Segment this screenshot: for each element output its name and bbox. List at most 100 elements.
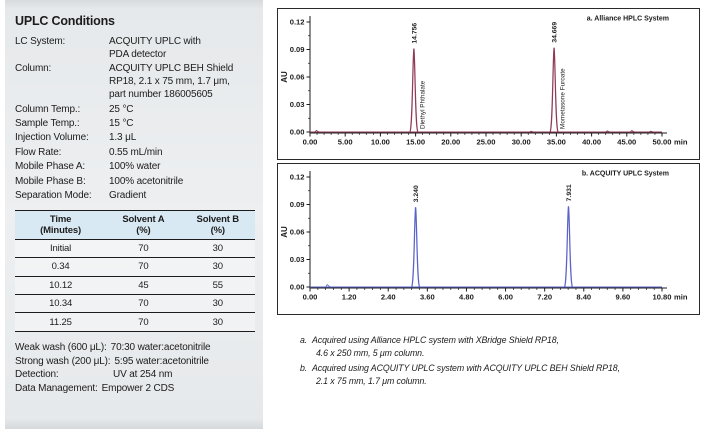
peak — [549, 47, 559, 133]
gradient-table-cell: 70 — [106, 312, 181, 332]
baseline-noise — [529, 130, 535, 133]
condition-row: Sample Temp.: 15 °C — [15, 118, 255, 131]
gradient-table-cell: Initial — [15, 239, 107, 259]
x-tick-label: 9.60 — [615, 293, 630, 302]
header-line2: (%) — [210, 225, 225, 237]
baseline-noise — [605, 130, 611, 133]
x-tick-label: 15.00 — [406, 138, 425, 147]
header-line2: (%) — [136, 225, 151, 237]
x-tick-label: 5.00 — [338, 138, 353, 147]
y-tick-label: 0.09 — [290, 45, 305, 54]
chromatogram-b-box: 0.00 0.03 0.06 0.09 0.12 0.00 1.20 2.40 3.60 4.80… — [277, 163, 700, 315]
baseline-noise — [325, 283, 331, 288]
condition-label: Sample Temp.: — [15, 117, 80, 129]
x-tick-label: 45.00 — [617, 138, 636, 147]
x-tick-label: 4.80 — [459, 293, 474, 302]
conditions-footer: Weak wash (600 μL): 70:30 water:acetonitr… — [15, 341, 255, 396]
gradient-table-cell: 10.12 — [15, 276, 107, 296]
gradient-table-row: 10.12 45 55 — [15, 276, 255, 296]
conditions-list: LC System: ACQUITY UPLC with PDA detector… — [15, 36, 255, 203]
chromatogram-a-plot: 0.00 0.03 0.06 0.09 0.12 0.00 5.00 10.00 15.00 20… — [280, 16, 688, 147]
caption-line1: Acquired using ACQUITY UPLC system with … — [312, 363, 620, 373]
chart-title: b. ACQUITY UPLC System — [582, 171, 669, 178]
caption-marker: b. — [300, 363, 308, 373]
x-tick-label: 30.00 — [512, 138, 531, 147]
peak — [563, 206, 574, 288]
footer-row: Weak wash (600 μL): 70:30 water:acetonitr… — [15, 341, 255, 355]
condition-value: 100% water — [109, 161, 161, 173]
chromatogram-b-plot: 0.00 0.03 0.06 0.09 0.12 0.00 1.20 2.40 3.60 4.80… — [280, 171, 688, 302]
gradient-table-header-cell: Time (Minutes) — [15, 209, 107, 240]
x-tick-label: 40.00 — [582, 138, 601, 147]
y-tick-label: 0.06 — [290, 73, 305, 82]
x-tick-label: 7.20 — [537, 293, 552, 302]
caption-line1: Acquired using Alliance HPLC system with… — [312, 335, 559, 345]
footer-label: Strong wash (200 μL): — [15, 355, 111, 367]
y-tick-label: 0.03 — [290, 255, 305, 264]
condition-label: Flow Rate: — [15, 146, 62, 158]
x-tick-label: 25.00 — [476, 138, 495, 147]
x-tick-label: 6.00 — [498, 293, 513, 302]
condition-row: Injection Volume: 1.3 μL — [15, 132, 255, 145]
gradient-table-cell: 10.34 — [15, 294, 107, 314]
x-tick-label: 0.00 — [303, 138, 318, 147]
condition-row: Mobile Phase A: 100% water — [15, 161, 255, 174]
condition-value: 100% acetonitrile — [109, 175, 184, 187]
x-tick-label: 10.00 — [371, 138, 390, 147]
y-tick-label: 0.06 — [290, 228, 305, 237]
x-tick-label: 3.60 — [420, 293, 435, 302]
chromatograms: 0.00 0.03 0.06 0.09 0.12 0.00 5.00 10.00 15.00 20… — [277, 8, 700, 390]
gradient-table-cell: 45 — [106, 276, 181, 296]
gradient-table-cell: 70 — [106, 294, 181, 314]
gradient-table-cell: 30 — [180, 294, 255, 314]
footer-label: Data Management: — [15, 383, 98, 395]
condition-row: Separation Mode: Gradient — [15, 190, 255, 203]
condition-label: Injection Volume: — [15, 132, 89, 144]
y-axis-label: AU — [280, 71, 289, 83]
gradient-table-cell: 0.34 — [15, 257, 107, 277]
figure-caption: b. Acquired using ACQUITY UPLC system wit… — [300, 362, 692, 387]
figure-captions: a. Acquired using Alliance HPLC system wi… — [300, 334, 692, 387]
gradient-table-cell: 11.25 — [15, 312, 107, 332]
condition-label: Separation Mode: — [15, 189, 92, 201]
condition-value: 15 °C — [109, 117, 134, 129]
panel-title: UPLC Conditions — [15, 14, 115, 28]
gradient-table-row: Initial 70 30 — [15, 239, 255, 259]
gradient-table-cell: 70 — [106, 239, 181, 259]
condition-value: 1.3 μL — [109, 132, 137, 144]
baseline-noise — [314, 129, 320, 133]
y-axis-label: AU — [280, 226, 289, 238]
condition-label: Mobile Phase B: — [15, 175, 86, 187]
x-tick-label: 50.00 — [652, 138, 671, 147]
y-tick-label: 0.00 — [290, 128, 305, 137]
chart-title: a. Alliance HPLC System — [587, 16, 669, 23]
footer-label: Detection: — [15, 369, 59, 381]
condition-value: ACQUITY UPLC with PDA detector — [109, 36, 201, 60]
condition-label: Column: — [15, 63, 52, 75]
x-tick-label: 1.20 — [342, 293, 357, 302]
gradient-table-cell: 55 — [180, 276, 255, 296]
peak-retention-time: 7.931 — [566, 184, 573, 201]
footer-value: UV at 254 nm — [113, 369, 173, 381]
peak — [411, 207, 421, 288]
condition-value: ACQUITY UPLC BEH Shield RP18, 2.1 x 75 m… — [109, 63, 234, 101]
x-tick-label: 8.40 — [576, 293, 591, 302]
x-tick-label: 2.40 — [381, 293, 396, 302]
baseline-noise — [629, 130, 635, 133]
caption-line2: 2.1 x 75 mm, 1.7 μm column. — [316, 375, 427, 386]
caption-text: Acquired using ACQUITY UPLC system with … — [312, 362, 620, 387]
gradient-table-row: 11.25 70 30 — [15, 312, 255, 332]
header-line1: Solvent B — [196, 213, 240, 225]
gradient-table: Time (Minutes) Solvent A (%) Solvent B (%) In… — [15, 209, 255, 332]
caption-text: Acquired using Alliance HPLC system with… — [312, 334, 559, 359]
header-line1: Time — [49, 213, 72, 225]
chromatogram-a-box: 0.00 0.03 0.06 0.09 0.12 0.00 5.00 10.00 15.00 20… — [277, 8, 700, 160]
header-line2: (Minutes) — [40, 225, 82, 237]
footer-value: Empower 2 CDS — [101, 383, 175, 395]
peak-retention-time: 14.756 — [411, 23, 418, 44]
x-tick-label: 10.80 — [652, 293, 671, 302]
peak-retention-time: 3.240 — [413, 185, 420, 202]
condition-row: Mobile Phase B: 100% acetonitrile — [15, 176, 255, 189]
condition-value: 0.55 mL/min — [109, 146, 163, 158]
gradient-table-header-cell: Solvent B (%) — [180, 209, 255, 240]
